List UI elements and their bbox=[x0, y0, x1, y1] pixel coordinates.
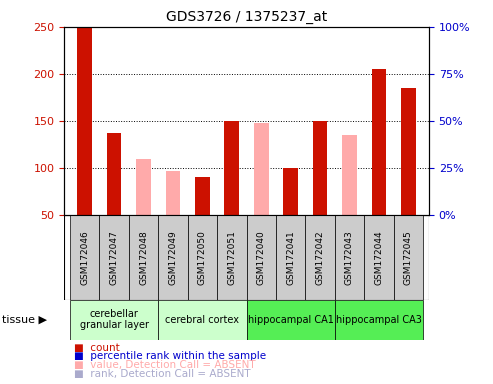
Text: ■  count: ■ count bbox=[74, 343, 120, 353]
Text: GSM172040: GSM172040 bbox=[257, 230, 266, 285]
Bar bbox=[335, 215, 364, 300]
Text: ■  percentile rank within the sample: ■ percentile rank within the sample bbox=[74, 351, 266, 361]
Bar bbox=[100, 215, 129, 300]
Bar bbox=[136, 159, 151, 215]
Text: GSM172045: GSM172045 bbox=[404, 230, 413, 285]
Bar bbox=[224, 121, 239, 215]
Bar bbox=[393, 215, 423, 300]
Text: GSM172051: GSM172051 bbox=[227, 230, 236, 285]
Bar bbox=[364, 215, 393, 300]
Bar bbox=[129, 215, 158, 300]
Text: tissue ▶: tissue ▶ bbox=[2, 314, 47, 325]
Text: hippocampal CA3: hippocampal CA3 bbox=[336, 314, 422, 325]
Bar bbox=[166, 171, 180, 215]
Text: ■  rank, Detection Call = ABSENT: ■ rank, Detection Call = ABSENT bbox=[74, 369, 250, 379]
Bar bbox=[283, 168, 298, 215]
Text: hippocampal CA1: hippocampal CA1 bbox=[247, 314, 334, 325]
Title: GDS3726 / 1375237_at: GDS3726 / 1375237_at bbox=[166, 10, 327, 25]
Bar bbox=[158, 300, 246, 340]
Bar bbox=[188, 215, 217, 300]
Text: GSM172044: GSM172044 bbox=[374, 230, 384, 285]
Bar bbox=[107, 133, 121, 215]
Text: GSM172041: GSM172041 bbox=[286, 230, 295, 285]
Bar bbox=[246, 215, 276, 300]
Text: GSM172048: GSM172048 bbox=[139, 230, 148, 285]
Text: GSM172043: GSM172043 bbox=[345, 230, 354, 285]
Bar bbox=[77, 27, 92, 215]
Text: GSM172046: GSM172046 bbox=[80, 230, 89, 285]
Text: GSM172042: GSM172042 bbox=[316, 230, 324, 285]
Text: cerebral cortex: cerebral cortex bbox=[165, 314, 240, 325]
Text: cerebellar
granular layer: cerebellar granular layer bbox=[79, 309, 148, 331]
Bar bbox=[305, 215, 335, 300]
Bar bbox=[217, 215, 246, 300]
Bar bbox=[70, 215, 100, 300]
Bar bbox=[401, 88, 416, 215]
Text: GSM172047: GSM172047 bbox=[109, 230, 119, 285]
Text: GSM172049: GSM172049 bbox=[169, 230, 177, 285]
Bar bbox=[254, 123, 269, 215]
Bar bbox=[276, 215, 305, 300]
Bar bbox=[313, 121, 327, 215]
Bar bbox=[195, 177, 210, 215]
Bar bbox=[246, 300, 335, 340]
Bar bbox=[342, 135, 357, 215]
Bar bbox=[70, 300, 158, 340]
Bar bbox=[372, 69, 386, 215]
Bar bbox=[335, 300, 423, 340]
Text: GSM172050: GSM172050 bbox=[198, 230, 207, 285]
Text: ■  value, Detection Call = ABSENT: ■ value, Detection Call = ABSENT bbox=[74, 360, 255, 370]
Bar bbox=[158, 215, 188, 300]
